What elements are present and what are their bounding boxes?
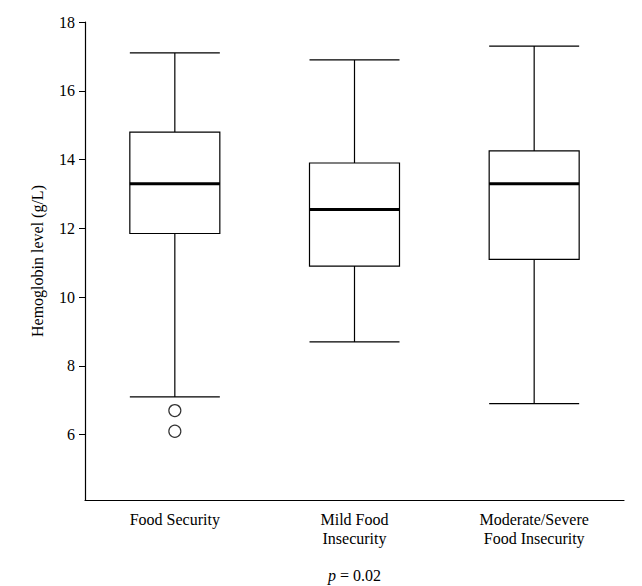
svg-text:Moderate/Severe: Moderate/Severe bbox=[480, 511, 589, 528]
svg-text:8: 8 bbox=[67, 357, 75, 374]
svg-text:14: 14 bbox=[59, 151, 75, 168]
svg-text:16: 16 bbox=[59, 82, 75, 99]
svg-text:p: p bbox=[327, 567, 336, 585]
svg-text:18: 18 bbox=[59, 14, 75, 31]
svg-text:Mild Food: Mild Food bbox=[320, 511, 388, 528]
svg-text:= 0.02: = 0.02 bbox=[336, 567, 381, 584]
svg-text:Food Security: Food Security bbox=[130, 511, 220, 529]
svg-text:Insecurity: Insecurity bbox=[323, 530, 387, 548]
svg-text:10: 10 bbox=[59, 289, 75, 306]
svg-text:Hemoglobin level (g/L): Hemoglobin level (g/L) bbox=[29, 185, 47, 337]
svg-text:6: 6 bbox=[67, 426, 75, 443]
svg-text:12: 12 bbox=[59, 220, 75, 237]
svg-text:Food Insecurity: Food Insecurity bbox=[484, 530, 585, 548]
